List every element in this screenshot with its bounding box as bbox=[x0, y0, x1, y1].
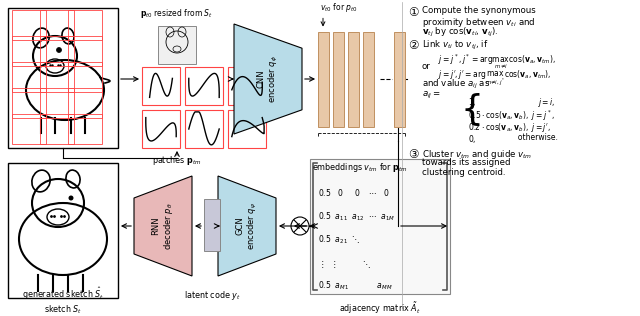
Text: RNN
decoder $p_\theta$: RNN decoder $p_\theta$ bbox=[151, 202, 175, 250]
Circle shape bbox=[291, 217, 309, 235]
Ellipse shape bbox=[68, 196, 74, 200]
Text: $0.5$  $a_{M1}$            $a_{MM}$: $0.5$ $a_{M1}$ $a_{MM}$ bbox=[318, 280, 393, 292]
Text: $\mathbf{p}_{t0}$ resized from $S_t$: $\mathbf{p}_{t0}$ resized from $S_t$ bbox=[141, 7, 214, 20]
FancyBboxPatch shape bbox=[8, 8, 118, 148]
FancyBboxPatch shape bbox=[158, 26, 196, 64]
FancyBboxPatch shape bbox=[185, 110, 223, 148]
Text: $\{$: $\{$ bbox=[460, 90, 481, 127]
Ellipse shape bbox=[56, 47, 61, 52]
Text: $0.2\cdot\cos(\mathbf{v}_a, \mathbf{v}_b),\ j = j',$: $0.2\cdot\cos(\mathbf{v}_a, \mathbf{v}_b… bbox=[468, 121, 551, 134]
Text: generated sketch $\hat{S}_t$: generated sketch $\hat{S}_t$ bbox=[22, 285, 104, 302]
FancyBboxPatch shape bbox=[228, 110, 266, 148]
Text: $0.5\cdot\cos(\mathbf{v}_a, \mathbf{v}_b),\ j = j^*,$: $0.5\cdot\cos(\mathbf{v}_a, \mathbf{v}_b… bbox=[468, 109, 555, 124]
Text: $a_{ij} =$: $a_{ij} =$ bbox=[422, 90, 441, 101]
Text: $j = j^*, j^* = \mathrm{arg}\max_{m\ne i}\cos(\mathbf{v}_a, \mathbf{v}_{tm}),$: $j = j^*, j^* = \mathrm{arg}\max_{m\ne i… bbox=[438, 52, 556, 71]
Text: $0.5$  $a_{21}$  $\ddots$: $0.5$ $a_{21}$ $\ddots$ bbox=[318, 234, 360, 246]
Text: ②: ② bbox=[408, 39, 419, 52]
Text: otherwise.: otherwise. bbox=[468, 133, 558, 142]
FancyBboxPatch shape bbox=[142, 110, 180, 148]
Polygon shape bbox=[234, 24, 302, 134]
Text: $\mathbf{v}_{tj}$ by cos($\mathbf{v}_{ti}$, $\mathbf{v}_{tj}$).: $\mathbf{v}_{tj}$ by cos($\mathbf{v}_{ti… bbox=[422, 26, 499, 39]
Text: latent code $y_t$: latent code $y_t$ bbox=[184, 289, 241, 302]
Text: ③: ③ bbox=[408, 148, 419, 161]
Text: sketch $S_t$: sketch $S_t$ bbox=[44, 304, 82, 316]
FancyBboxPatch shape bbox=[228, 67, 266, 105]
FancyBboxPatch shape bbox=[142, 67, 180, 105]
FancyBboxPatch shape bbox=[204, 199, 220, 251]
Text: ①: ① bbox=[408, 6, 419, 19]
Text: Link $v_{ti}$ to $v_{tj}$, if: Link $v_{ti}$ to $v_{tj}$, if bbox=[422, 39, 488, 52]
Text: $j = i,$: $j = i,$ bbox=[468, 96, 556, 109]
FancyBboxPatch shape bbox=[348, 32, 359, 126]
FancyBboxPatch shape bbox=[8, 163, 118, 298]
Text: towards its assigned: towards its assigned bbox=[422, 158, 511, 167]
Text: $0.5$   $0$     $0$    $\cdots$   $0$: $0.5$ $0$ $0$ $\cdots$ $0$ bbox=[318, 187, 390, 198]
Text: $j = j', j' = \mathrm{arg}\max_{m\ne i,j^*}\cos(\mathbf{v}_a, \mathbf{v}_{tm}),$: $j = j', j' = \mathrm{arg}\max_{m\ne i,j… bbox=[438, 68, 552, 87]
FancyBboxPatch shape bbox=[310, 159, 450, 294]
Text: $0,$: $0,$ bbox=[468, 133, 476, 145]
Text: $0.5$  $a_{11}$  $a_{12}$  $\cdots$  $a_{1M}$: $0.5$ $a_{11}$ $a_{12}$ $\cdots$ $a_{1M}… bbox=[318, 211, 395, 223]
FancyBboxPatch shape bbox=[185, 67, 223, 105]
Text: embeddings $v_{tm}$ for $\mathbf{p}_{tm}$: embeddings $v_{tm}$ for $\mathbf{p}_{tm}… bbox=[312, 161, 408, 174]
FancyBboxPatch shape bbox=[394, 32, 405, 126]
Text: $\vdots$  $\vdots$          $\ddots$: $\vdots$ $\vdots$ $\ddots$ bbox=[318, 259, 371, 270]
Text: Cluster $v_{tm}$ and guide $v_{tm}$: Cluster $v_{tm}$ and guide $v_{tm}$ bbox=[422, 148, 532, 161]
Text: and value $a_{ij}$ as: and value $a_{ij}$ as bbox=[422, 78, 490, 91]
Polygon shape bbox=[218, 176, 276, 276]
Text: clustering centroid.: clustering centroid. bbox=[422, 168, 506, 177]
FancyBboxPatch shape bbox=[333, 32, 344, 126]
Text: adjacency matrix $\tilde{A}_t$: adjacency matrix $\tilde{A}_t$ bbox=[339, 300, 421, 316]
Text: or: or bbox=[422, 62, 431, 71]
Text: proximity between $v_{ti}$ and: proximity between $v_{ti}$ and bbox=[422, 16, 536, 29]
FancyBboxPatch shape bbox=[363, 32, 374, 126]
Text: $v_{t0}$ for $p_{t0}$: $v_{t0}$ for $p_{t0}$ bbox=[320, 1, 358, 14]
Text: patches $\mathbf{p}_{tm}$: patches $\mathbf{p}_{tm}$ bbox=[152, 154, 202, 167]
Text: CNN
encoder $q_\phi$: CNN encoder $q_\phi$ bbox=[256, 55, 280, 103]
Text: GCN
encoder $q_\psi$: GCN encoder $q_\psi$ bbox=[235, 202, 259, 250]
Text: $1,$: $1,$ bbox=[468, 96, 476, 108]
Polygon shape bbox=[134, 176, 192, 276]
Text: Compute the synonymous: Compute the synonymous bbox=[422, 6, 536, 15]
FancyBboxPatch shape bbox=[318, 32, 329, 126]
